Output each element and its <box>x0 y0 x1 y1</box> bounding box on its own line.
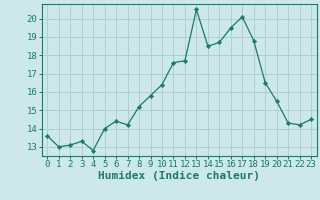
X-axis label: Humidex (Indice chaleur): Humidex (Indice chaleur) <box>98 171 260 181</box>
